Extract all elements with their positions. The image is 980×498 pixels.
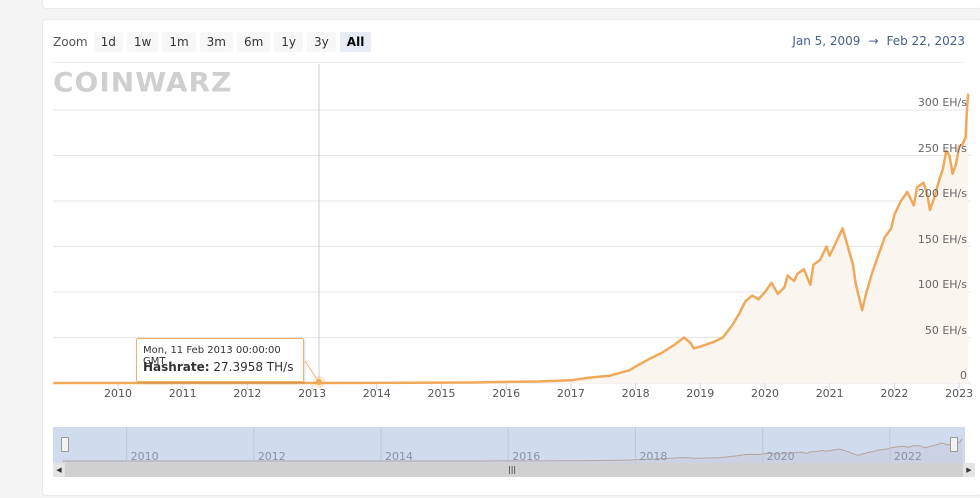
hashrate-chart-card: Zoom 1d 1w 1m 3m 6m 1y 3y All Jan 5, 200… xyxy=(42,19,980,496)
navigator-year-label: 2018 xyxy=(639,450,668,463)
y-tick-label: 250 EH/s xyxy=(917,141,967,155)
coinwarz-watermark: COINWARZ xyxy=(53,66,233,99)
tooltip: Mon, 11 Feb 2013 00:00:00 GMT Hashrate: … xyxy=(136,338,304,382)
top-card xyxy=(42,0,980,9)
scrollbar[interactable]: ◀ ||| ▶ xyxy=(53,463,975,477)
x-tick-label: 2018 xyxy=(621,387,650,400)
tooltip-value: 27.3958 TH/s xyxy=(213,360,294,374)
navigator-year-label: 2012 xyxy=(257,450,286,463)
x-tick-label: 2023 xyxy=(945,387,974,400)
navigator-year-label: 2016 xyxy=(512,450,541,463)
toolbar-divider xyxy=(53,62,965,63)
x-tick-label: 2022 xyxy=(880,387,909,400)
zoom-1d-button[interactable]: 1d xyxy=(93,32,123,52)
x-tick-label: 2021 xyxy=(815,387,844,400)
y-tick-label: 100 EH/s xyxy=(917,278,967,291)
x-tick-label: 2011 xyxy=(168,387,197,400)
navigator-year-label: 2020 xyxy=(766,450,795,463)
tooltip-date: Mon, 11 Feb 2013 00:00:00 GMT xyxy=(143,345,281,367)
x-tick-label: 2013 xyxy=(298,387,327,400)
zoom-1m-button[interactable]: 1m xyxy=(162,32,196,52)
x-tick-label: 2014 xyxy=(362,387,391,400)
navigator-series xyxy=(63,427,963,463)
navigator[interactable]: 2010 2012 2014 2016 2018 2020 2022 xyxy=(53,427,965,463)
x-tick-label: 2017 xyxy=(556,387,585,400)
scroll-left-arrow[interactable]: ◀ xyxy=(53,463,65,477)
y-tick-label: 300 EH/s xyxy=(917,96,967,109)
y-tick-label: 0 xyxy=(960,369,967,382)
x-tick-label: 2019 xyxy=(686,387,715,400)
scroll-right-arrow[interactable]: ▶ xyxy=(963,463,975,477)
zoom-toolbar: Zoom 1d 1w 1m 3m 6m 1y 3y All xyxy=(53,32,375,52)
tooltip-label: Hashrate xyxy=(143,360,205,374)
zoom-1w-button[interactable]: 1w xyxy=(126,32,159,52)
plot-area[interactable] xyxy=(43,20,980,495)
x-tick-label: 2010 xyxy=(104,387,132,400)
zoom-3m-button[interactable]: 3m xyxy=(199,32,233,52)
navigator-left-handle[interactable] xyxy=(61,437,69,452)
zoom-1y-button[interactable]: 1y xyxy=(274,32,304,52)
x-tick-label: 2015 xyxy=(427,387,456,400)
date-range: Jan 5, 2009 → Feb 22, 2023 xyxy=(792,34,965,48)
x-tick-label: 2020 xyxy=(751,387,779,400)
y-tick-label: 200 EH/s xyxy=(917,187,967,200)
navigator-year-label: 2010 xyxy=(130,450,159,463)
x-tick-label: 2016 xyxy=(492,387,521,400)
navigator-year-label: 2014 xyxy=(385,450,414,463)
navigator-right-handle[interactable] xyxy=(950,437,958,452)
range-to[interactable]: Feb 22, 2023 xyxy=(886,34,966,48)
scroll-grip-icon[interactable]: ||| xyxy=(508,465,517,474)
y-tick-label: 50 EH/s xyxy=(924,323,967,337)
navigator-year-label: 2022 xyxy=(893,450,922,463)
zoom-6m-button[interactable]: 6m xyxy=(236,32,271,52)
x-tick-label: 2012 xyxy=(233,387,262,400)
tooltip-value-line: Hashrate: 27.3958 TH/s xyxy=(143,360,294,374)
y-tick-label: 150 EH/s xyxy=(917,232,967,246)
range-arrow: → xyxy=(868,34,879,48)
range-from[interactable]: Jan 5, 2009 xyxy=(792,34,861,48)
zoom-label: Zoom xyxy=(53,35,88,49)
zoom-all-button[interactable]: All xyxy=(339,32,372,52)
zoom-3y-button[interactable]: 3y xyxy=(307,32,336,52)
